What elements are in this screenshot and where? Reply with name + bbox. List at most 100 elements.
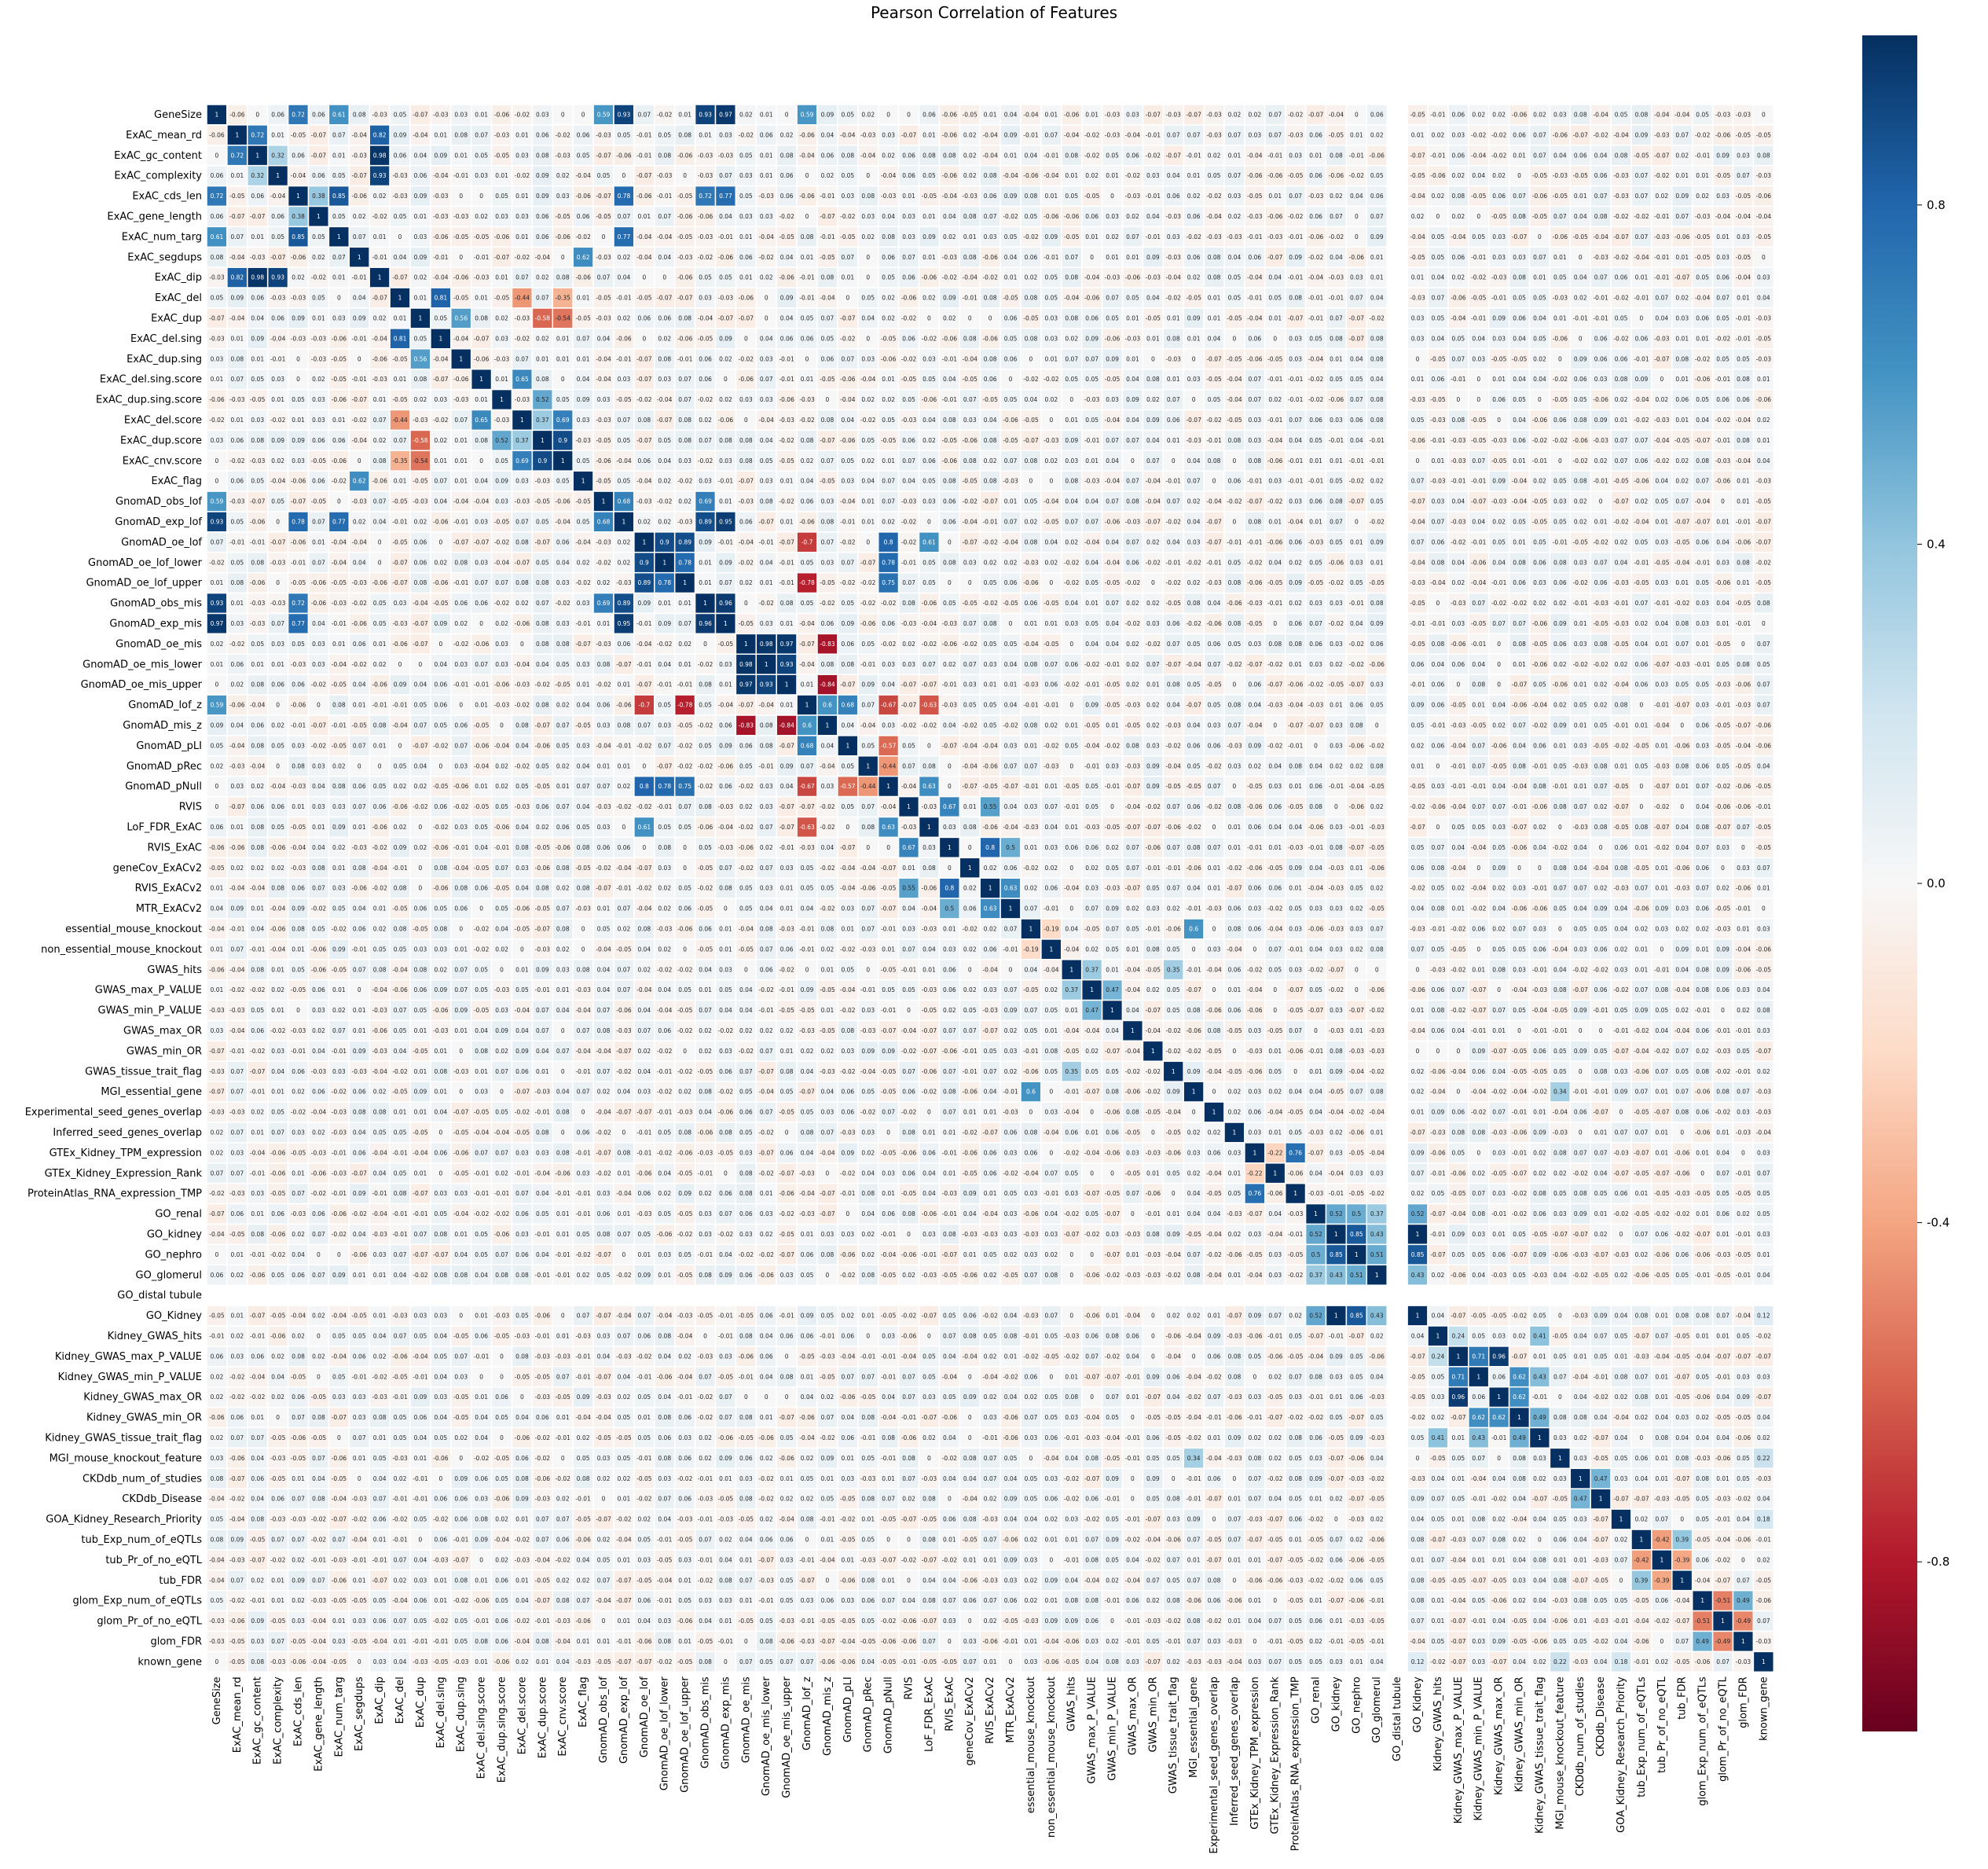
cell-value-label: -0.05 — [413, 478, 428, 485]
cell-value-label: -0.01 — [779, 376, 794, 383]
cell-value-label: 0.08 — [1696, 457, 1709, 464]
cell-value-label: -0.02 — [1247, 559, 1263, 566]
cell-value-label: 0.06 — [1696, 722, 1709, 729]
cell-value-label: 0.01 — [780, 518, 794, 525]
cell-value-label: -0.02 — [311, 274, 327, 281]
cell-value-label: 0.04 — [577, 376, 590, 383]
cell-value-label: 0 — [744, 335, 748, 342]
cell-value-label: 0.08 — [1146, 376, 1160, 383]
cell-value-label: -0.03 — [1654, 233, 1670, 241]
cell-value-label: 0.06 — [414, 172, 427, 179]
cell-value-label: 0.05 — [1615, 111, 1628, 118]
cell-value-label: -0.02 — [698, 661, 713, 668]
cell-value-label: 0.06 — [1553, 579, 1567, 586]
cell-value-label: 0.05 — [841, 762, 854, 769]
cell-value-label: -0.06 — [1532, 661, 1548, 668]
cell-value-label: 0.05 — [292, 396, 305, 403]
cell-value-label: 0.69 — [699, 498, 712, 505]
cell-value-label: 0.03 — [495, 213, 508, 220]
cell-value-label: -0.05 — [1512, 355, 1528, 362]
heatmap-cell — [287, 164, 310, 187]
cell-value-label: -0.03 — [1125, 193, 1141, 200]
cell-value-label: 0.05 — [1370, 172, 1384, 179]
cell-value-label: -0.05 — [1105, 681, 1121, 688]
cell-value-label: -0.01 — [1451, 478, 1466, 485]
cell-value-label: 0.01 — [1004, 681, 1018, 688]
cell-value-label: 0.09 — [699, 538, 712, 545]
cell-value-label: -0.02 — [698, 762, 713, 769]
cell-value-label: -0.06 — [1329, 559, 1344, 566]
cell-value-label: -0.01 — [1084, 762, 1100, 769]
cell-value-label: 0.02 — [1044, 457, 1058, 464]
cell-value-label: -0.01 — [820, 233, 835, 241]
cell-value-label: -0.04 — [453, 498, 469, 505]
cell-value-label: 0.01 — [801, 681, 814, 688]
cell-value-label: -0.02 — [1125, 620, 1141, 627]
cell-value-label: 0.02 — [1411, 742, 1425, 749]
cell-value-label: -0.01 — [1349, 457, 1365, 464]
heatmap-cell — [247, 164, 269, 187]
cell-value-label: 0.06 — [1594, 579, 1608, 586]
cell-value-label: -0.07 — [1512, 681, 1528, 688]
cell-value-label: -0.05 — [1105, 376, 1121, 383]
cell-value-label: 0.06 — [902, 172, 915, 179]
cell-value-label: 0.03 — [678, 457, 691, 464]
cell-value-label: 0 — [358, 457, 361, 464]
cell-value-label: -0.03 — [596, 254, 611, 261]
cell-value-label: 0.04 — [902, 478, 915, 485]
cell-value-label: 0.56 — [414, 355, 427, 362]
cell-value-label: -0.02 — [1288, 213, 1304, 220]
cell-value-label: -0.02 — [779, 213, 794, 220]
cell-value-label: 0.04 — [1004, 111, 1018, 118]
cell-value-label: 0.04 — [1085, 559, 1099, 566]
cell-value-label: -0.02 — [1349, 641, 1365, 648]
cell-value-label: 1 — [296, 193, 300, 200]
cell-value-label: -0.06 — [433, 579, 449, 586]
cell-value-label: -0.03 — [1206, 233, 1222, 241]
cell-value-label: 0.01 — [637, 213, 651, 220]
cell-value-label: -0.02 — [433, 742, 449, 749]
cell-value-label: 0.07 — [658, 213, 671, 220]
cell-value-label: 0.06 — [251, 722, 264, 729]
cell-value-label: -0.07 — [1756, 538, 1772, 545]
cell-value-label: -0.04 — [1105, 478, 1121, 485]
cell-value-label: 0.97 — [780, 641, 794, 648]
cell-value-label: 0.08 — [678, 417, 691, 424]
cell-value-label: 0.93 — [699, 111, 712, 118]
cell-value-label: 0.08 — [1065, 152, 1078, 159]
cell-value-label: -0.05 — [1003, 437, 1018, 444]
cell-value-label: 1 — [479, 376, 483, 383]
cell-value-label: -0.04 — [840, 498, 856, 505]
cell-value-label: 0.01 — [861, 498, 875, 505]
cell-value-label: -0.05 — [596, 213, 611, 220]
cell-value-label: -0.03 — [1491, 498, 1507, 505]
cell-value-label: 0.03 — [1289, 355, 1302, 362]
cell-value-label: 0.08 — [1208, 274, 1221, 281]
cell-value-label: -0.03 — [433, 193, 449, 200]
cell-value-label: 0.08 — [1167, 681, 1180, 688]
cell-value-label: -0.01 — [474, 681, 490, 688]
cell-value-label: -0.07 — [636, 172, 652, 179]
cell-value-label: 0.93 — [271, 274, 284, 281]
cell-value-label: -0.02 — [1349, 478, 1365, 485]
cell-value-label: -0.04 — [1410, 518, 1425, 525]
cell-value-label: -0.02 — [1491, 131, 1507, 138]
cell-value-label: 0.04 — [1004, 702, 1018, 709]
cell-value-label: 0.08 — [658, 355, 671, 362]
chart-title: Pearson Correlation of Features — [0, 3, 1988, 22]
cell-value-label: 0.04 — [780, 314, 794, 321]
cell-value-label: -0.06 — [1451, 641, 1466, 648]
cell-value-label: 0.03 — [211, 355, 224, 362]
heatmap-cell — [328, 145, 350, 167]
cell-value-label: -0.03 — [372, 111, 387, 118]
cell-value-label: -0.06 — [250, 518, 266, 525]
cell-value-label: 0.06 — [780, 335, 794, 342]
cell-value-label: -0.03 — [270, 295, 286, 302]
cell-value-label: -0.06 — [596, 457, 611, 464]
cell-value-label: 0.08 — [475, 437, 488, 444]
cell-value-label: 0 — [1497, 681, 1501, 688]
cell-value-label: 0.02 — [353, 518, 366, 525]
cell-value-label: -0.01 — [657, 681, 673, 688]
cell-value-label: 0.07 — [1146, 457, 1160, 464]
cell-value-label: 0 — [642, 762, 646, 769]
